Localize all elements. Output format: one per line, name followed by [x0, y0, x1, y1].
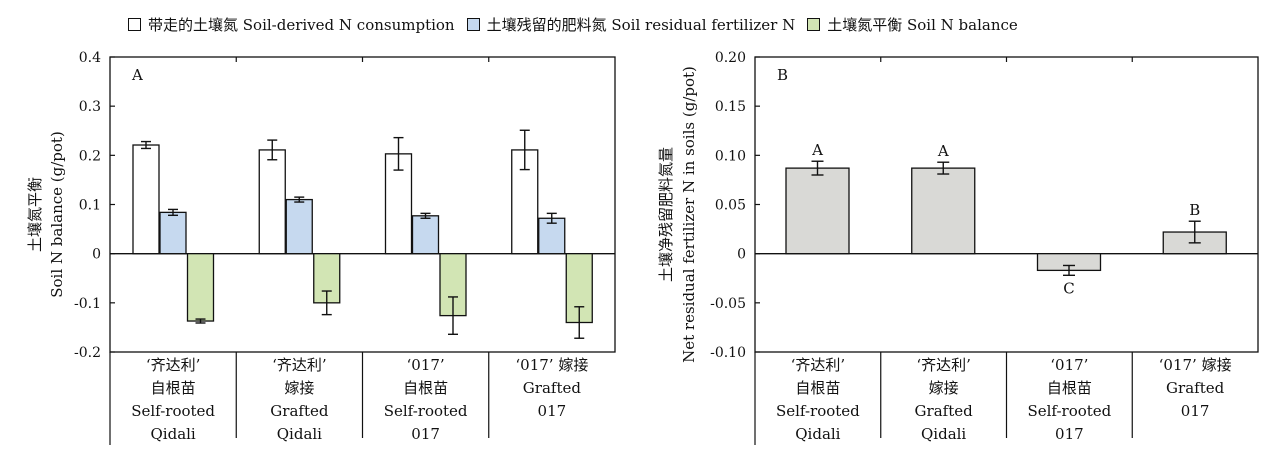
panel-a-bar-s1-c2 [411, 215, 440, 255]
panel-a-category-label: ‘齐达利’ [272, 356, 327, 374]
panel-a-plot-frame [109, 56, 616, 353]
panel-a-bar-s1-c3 [538, 217, 566, 255]
panel-b-category-label: ‘齐达利’ [791, 356, 846, 374]
legend-label-soil-derived: 带走的土壤氮 Soil-derived N consumption [148, 16, 455, 34]
panel-a-ytick-label: 0.4 [79, 50, 101, 66]
panel-b-significance-letter: C [1063, 279, 1074, 297]
panel-a-bar-s0-c0 [132, 144, 160, 255]
panel-b-significance-letter: A [937, 142, 949, 160]
panel-a-label: A [131, 66, 143, 84]
panel-a-category-label: ‘017’ 嫁接 [515, 356, 588, 374]
panel-b-category-label: ‘017’ [1050, 356, 1088, 374]
panel-b-ytick-label: -0.10 [710, 345, 746, 361]
panel-a-category-label: 自根苗 [151, 379, 196, 397]
panel-b-bar-s0-c0 [785, 167, 850, 255]
panel-b-ytick-label: -0.05 [710, 296, 746, 312]
panel-b-category-label: 嫁接 [929, 379, 959, 397]
panel-a-category-label: 嫁接 [284, 379, 314, 397]
panel-b-ytick-label: 0.20 [715, 50, 746, 66]
panel-b-category-label: Self-rooted [776, 402, 860, 420]
panel-a-category-label: Self-rooted [131, 402, 215, 420]
legend-swatch-n-balance [807, 18, 821, 31]
panel-a-ytick-label: 0.2 [79, 148, 101, 164]
panel-a-category-label: ‘017’ [407, 356, 445, 374]
panel-a-ytick-label: 0.3 [79, 99, 101, 115]
panel-b-label: B [777, 66, 788, 84]
panel-a-category-label: 自根苗 [403, 379, 448, 397]
panel-a-category-label: Qidali [277, 425, 322, 443]
panel-a-category-label: 017 [538, 402, 567, 420]
panel-a-category-label: ‘齐达利’ [146, 356, 201, 374]
panel-a-category-label: Grafted [270, 402, 329, 420]
panel-a-bar-s2-c0 [186, 253, 215, 322]
legend-item-soil-derived: 带走的土壤氮 Soil-derived N consumption [128, 14, 455, 35]
panel-b-significance-letter: A [811, 141, 823, 159]
panel-b-ytick-label: 0.10 [715, 148, 746, 164]
panel-b-ytick-label: 0.15 [715, 99, 746, 115]
chart-legend: 带走的土壤氮 Soil-derived N consumption 土壤残留的肥… [128, 14, 1018, 35]
legend-item-n-balance: 土壤氮平衡 Soil N balance [807, 14, 1018, 35]
legend-label-n-balance: 土壤氮平衡 Soil N balance [827, 16, 1018, 34]
panel-b-category-label: Qidali [921, 425, 966, 443]
panel-b-category-label: Self-rooted [1027, 402, 1111, 420]
panel-b-category-label: Qidali [795, 425, 840, 443]
panel-a-bar-s2-c3 [565, 253, 593, 324]
panel-b-significance-letter: B [1189, 201, 1200, 219]
panel-b-category-label: 自根苗 [1047, 379, 1092, 397]
panel-a-ytick-label: 0 [92, 247, 101, 263]
panel-b-category-label: Grafted [1166, 379, 1225, 397]
panel-a-category-label: 017 [411, 425, 440, 443]
panel-b-category-label: ‘017’ 嫁接 [1159, 356, 1232, 374]
legend-label-residual-fertilizer: 土壤残留的肥料氮 Soil residual fertilizer N [486, 16, 796, 34]
panel-b-category-label: 017 [1055, 425, 1084, 443]
panel-b-ylabel-en: Net residual fertilizer N in soils (g/po… [680, 66, 698, 363]
panel-a-ylabel-cn: 土壤氮平衡 [26, 177, 44, 252]
panel-b-ytick-label: 0.05 [715, 198, 746, 214]
panel-a-category-label: Self-rooted [384, 402, 468, 420]
panel-b-ylabel-cn: 土壤净残留肥料氮量 [657, 147, 675, 282]
panel-a-category-label: Qidali [151, 425, 196, 443]
panel-b-category-label: 017 [1181, 402, 1210, 420]
panel-a-bar-s1-c1 [285, 198, 313, 255]
panel-b-category-label: 自根苗 [795, 379, 840, 397]
legend-swatch-residual-fertilizer [466, 18, 480, 31]
panel-a-bar-s1-c0 [159, 211, 187, 255]
panel-a-ytick-label: -0.1 [74, 296, 101, 312]
panel-b-category-label: ‘齐达利’ [916, 356, 971, 374]
legend-item-residual-fertilizer: 土壤残留的肥料氮 Soil residual fertilizer N [466, 14, 796, 35]
panel-a-ytick-label: 0.1 [79, 198, 101, 214]
panel-b-category-label: Grafted [915, 402, 974, 420]
panel-b-ytick-label: 0 [737, 247, 746, 263]
panel-b-bar-s0-c1 [911, 167, 976, 255]
panel-a-ylabel-en: Soil N balance (g/pot) [48, 131, 66, 298]
legend-swatch-soil-derived [128, 18, 141, 31]
panel-a-bar-s0-c1 [258, 149, 286, 255]
panel-a-ytick-label: -0.2 [74, 345, 101, 361]
panel-a-category-label: Grafted [523, 379, 582, 397]
